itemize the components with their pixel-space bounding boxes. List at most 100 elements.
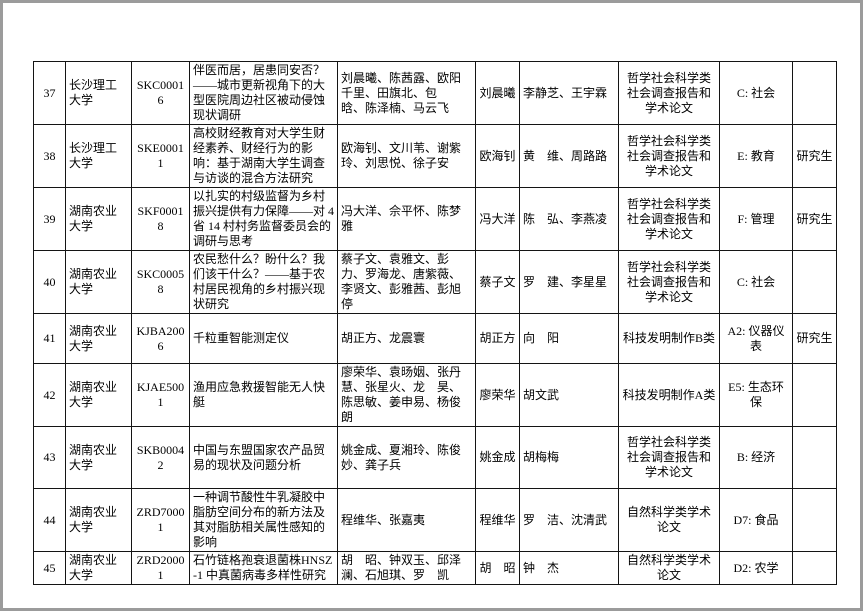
cell-subject-group: E5: 生态环保 bbox=[719, 363, 793, 427]
cell-team-members: 姚金成、夏湘玲、陈俊妙、龚子兵 bbox=[337, 426, 476, 489]
cell-advisors: 胡文武 bbox=[519, 363, 619, 427]
cell-student-type bbox=[792, 488, 837, 552]
cell-university: 湖南农业大学 bbox=[65, 363, 132, 427]
cell-subject-group: D7: 食品 bbox=[719, 488, 793, 552]
cell-student-type bbox=[792, 61, 837, 125]
cell-entry-category: 哲学社会科学类社会调查报告和学术论文 bbox=[618, 250, 720, 314]
cell-student-type bbox=[792, 250, 837, 314]
cell-entry-category: 哲学社会科学类社会调查报告和学术论文 bbox=[618, 426, 720, 489]
cell-subject-group: C: 社会 bbox=[719, 250, 793, 314]
cell-entry-category: 哲学社会科学类社会调查报告和学术论文 bbox=[618, 61, 720, 125]
cell-university: 湖南农业大学 bbox=[65, 426, 132, 489]
cell-entry-category: 科技发明制作A类 bbox=[618, 363, 720, 427]
cell-project-code: SKE00011 bbox=[131, 124, 190, 188]
cell-team-members: 程维华、张嘉夷 bbox=[337, 488, 476, 552]
cell-student-type: 研究生 bbox=[792, 187, 837, 251]
cell-team-leader: 胡 昭 bbox=[475, 551, 520, 585]
cell-project-title: 石竹链格孢衰退菌株HNSZ-1 中真菌病毒多样性研究 bbox=[189, 551, 338, 585]
cell-project-title: 中国与东盟国家农产品贸易的现状及问题分析 bbox=[189, 426, 338, 489]
cell-project-code: ZRD20001 bbox=[131, 551, 190, 585]
table-body: 37 长沙理工大学 SKC00016 伴医而居，居患同安否？——城市更新视角下的… bbox=[33, 61, 837, 585]
cell-team-members: 蔡子文、袁雅文、彭 力、罗海龙、唐紫薇、李贤文、彭雅茜、彭旭停 bbox=[337, 250, 476, 314]
table-row: 43 湖南农业大学 SKB00042 中国与东盟国家农产品贸易的现状及问题分析 … bbox=[33, 426, 837, 489]
cell-project-title: 一种调节酸性牛乳凝胶中脂肪空间分布的新方法及其对脂肪相关属性感知的影响 bbox=[189, 488, 338, 552]
cell-entry-category: 哲学社会科学类社会调查报告和学术论文 bbox=[618, 187, 720, 251]
cell-row-number: 39 bbox=[33, 187, 66, 251]
cell-advisors: 黄 维、周路路 bbox=[519, 124, 619, 188]
cell-advisors: 胡梅梅 bbox=[519, 426, 619, 489]
cell-project-title: 农民愁什么？盼什么？我们该干什么？——基于农村居民视角的乡村振兴现状研究 bbox=[189, 250, 338, 314]
table-row: 37 长沙理工大学 SKC00016 伴医而居，居患同安否？——城市更新视角下的… bbox=[33, 61, 837, 125]
cell-subject-group: C: 社会 bbox=[719, 61, 793, 125]
cell-entry-category: 自然科学类学术论文 bbox=[618, 488, 720, 552]
cell-university: 湖南农业大学 bbox=[65, 250, 132, 314]
cell-student-type: 研究生 bbox=[792, 124, 837, 188]
table-row: 40 湖南农业大学 SKC00058 农民愁什么？盼什么？我们该干什么？——基于… bbox=[33, 250, 837, 314]
cell-team-members: 冯大洋、佘平怀、陈梦雅 bbox=[337, 187, 476, 251]
cell-project-code: SKC00016 bbox=[131, 61, 190, 125]
cell-team-leader: 程维华 bbox=[475, 488, 520, 552]
table-row: 45 湖南农业大学 ZRD20001 石竹链格孢衰退菌株HNSZ-1 中真菌病毒… bbox=[33, 551, 837, 585]
cell-subject-group: E: 教育 bbox=[719, 124, 793, 188]
cell-university: 湖南农业大学 bbox=[65, 313, 132, 364]
cell-entry-category: 科技发明制作B类 bbox=[618, 313, 720, 364]
cell-team-leader: 蔡子文 bbox=[475, 250, 520, 314]
cell-subject-group: A2: 仪器仪表 bbox=[719, 313, 793, 364]
table-row: 44 湖南农业大学 ZRD70001 一种调节酸性牛乳凝胶中脂肪空间分布的新方法… bbox=[33, 488, 837, 552]
cell-project-title: 千粒重智能测定仪 bbox=[189, 313, 338, 364]
cell-university: 长沙理工大学 bbox=[65, 61, 132, 125]
cell-team-members: 胡正方、龙震寰 bbox=[337, 313, 476, 364]
cell-university: 湖南农业大学 bbox=[65, 187, 132, 251]
project-award-table: 37 长沙理工大学 SKC00016 伴医而居，居患同安否？——城市更新视角下的… bbox=[33, 61, 837, 585]
cell-project-title: 高校财经教育对大学生财经素养、财经行为的影响：基于湖南大学生调查与访谈的混合方法… bbox=[189, 124, 338, 188]
cell-project-code: ZRD70001 bbox=[131, 488, 190, 552]
cell-team-leader: 欧海钊 bbox=[475, 124, 520, 188]
cell-project-code: KJAE5001 bbox=[131, 363, 190, 427]
cell-team-leader: 刘晨曦 bbox=[475, 61, 520, 125]
cell-row-number: 42 bbox=[33, 363, 66, 427]
cell-team-members: 欧海钊、文川苇、谢紫玲、刘思悦、徐子安 bbox=[337, 124, 476, 188]
cell-project-title: 以扎实的村级监督为乡村振兴提供有力保障——对 4 省 14 村村务监督委员会的调… bbox=[189, 187, 338, 251]
cell-row-number: 40 bbox=[33, 250, 66, 314]
cell-advisors: 李静芝、王宇霖 bbox=[519, 61, 619, 125]
cell-advisors: 向 阳 bbox=[519, 313, 619, 364]
cell-team-leader: 廖荣华 bbox=[475, 363, 520, 427]
cell-subject-group: B: 经济 bbox=[719, 426, 793, 489]
cell-team-members: 胡 昭、钟双玉、邱泽澜、石旭琪、罗 凯 bbox=[337, 551, 476, 585]
cell-advisors: 钟 杰 bbox=[519, 551, 619, 585]
cell-row-number: 44 bbox=[33, 488, 66, 552]
cell-project-code: SKF00018 bbox=[131, 187, 190, 251]
table-row: 41 湖南农业大学 KJBA2006 千粒重智能测定仪 胡正方、龙震寰 胡正方 … bbox=[33, 313, 837, 364]
cell-row-number: 38 bbox=[33, 124, 66, 188]
cell-row-number: 45 bbox=[33, 551, 66, 585]
cell-student-type bbox=[792, 551, 837, 585]
cell-project-title: 渔用应急救援智能无人快艇 bbox=[189, 363, 338, 427]
table-row: 39 湖南农业大学 SKF00018 以扎实的村级监督为乡村振兴提供有力保障——… bbox=[33, 187, 837, 251]
cell-row-number: 43 bbox=[33, 426, 66, 489]
cell-advisors: 陈 弘、李燕凌 bbox=[519, 187, 619, 251]
table-row: 42 湖南农业大学 KJAE5001 渔用应急救援智能无人快艇 廖荣华、袁旸姻、… bbox=[33, 363, 837, 427]
cell-team-members: 刘晨曦、陈茜露、欧阳千里、田旗北、包 晗、陈泽楠、马云飞 bbox=[337, 61, 476, 125]
cell-team-leader: 冯大洋 bbox=[475, 187, 520, 251]
cell-team-leader: 胡正方 bbox=[475, 313, 520, 364]
cell-student-type bbox=[792, 426, 837, 489]
cell-project-code: SKB00042 bbox=[131, 426, 190, 489]
cell-university: 湖南农业大学 bbox=[65, 551, 132, 585]
cell-student-type: 研究生 bbox=[792, 313, 837, 364]
cell-advisors: 罗 建、李星星 bbox=[519, 250, 619, 314]
cell-student-type bbox=[792, 363, 837, 427]
cell-university: 湖南农业大学 bbox=[65, 488, 132, 552]
cell-row-number: 37 bbox=[33, 61, 66, 125]
cell-team-leader: 姚金成 bbox=[475, 426, 520, 489]
cell-project-code: SKC00058 bbox=[131, 250, 190, 314]
cell-advisors: 罗 洁、沈清武 bbox=[519, 488, 619, 552]
cell-team-members: 廖荣华、袁旸姻、张丹慧、张星火、龙 昊、陈思敏、姜申易、杨俊朗 bbox=[337, 363, 476, 427]
cell-project-title: 伴医而居，居患同安否？——城市更新视角下的大型医院周边社区被动侵蚀现状调研 bbox=[189, 61, 338, 125]
cell-project-code: KJBA2006 bbox=[131, 313, 190, 364]
cell-university: 长沙理工大学 bbox=[65, 124, 132, 188]
cell-entry-category: 哲学社会科学类社会调查报告和学术论文 bbox=[618, 124, 720, 188]
cell-subject-group: D2: 农学 bbox=[719, 551, 793, 585]
cell-subject-group: F: 管理 bbox=[719, 187, 793, 251]
cell-row-number: 41 bbox=[33, 313, 66, 364]
